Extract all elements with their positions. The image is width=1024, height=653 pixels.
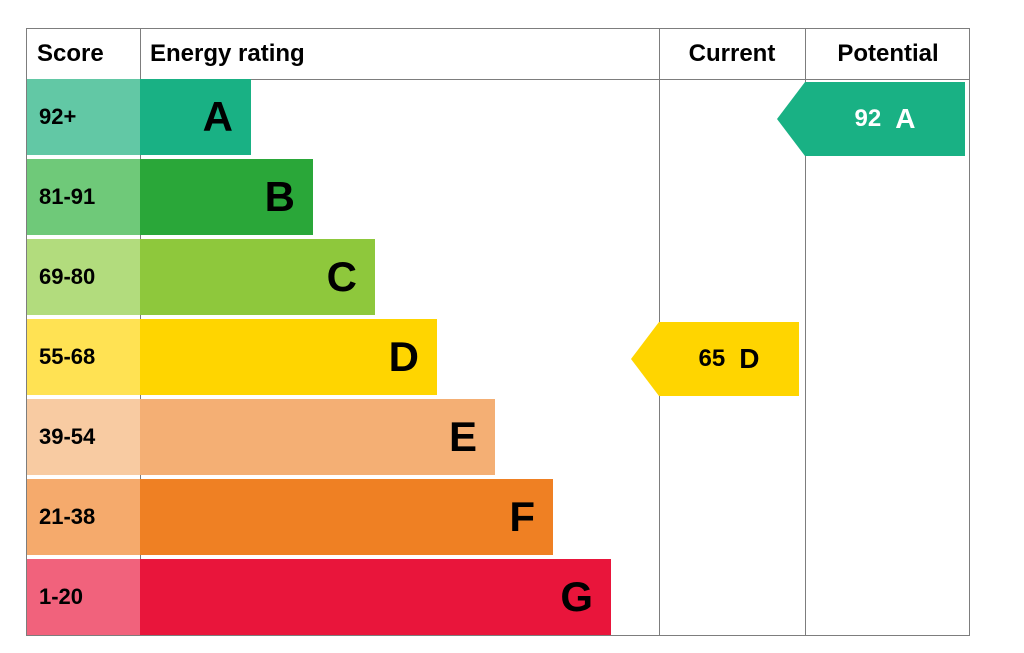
score-range-label: 81-91: [39, 184, 95, 210]
score-range-e: 39-54: [27, 399, 140, 475]
score-range-a: 92+: [27, 79, 140, 155]
rating-letter: G: [560, 573, 593, 621]
header-energy-rating: Energy rating: [140, 29, 659, 79]
header-score: Score: [27, 29, 140, 79]
score-range-label: 21-38: [39, 504, 95, 530]
arrow-left-icon: [777, 82, 805, 156]
score-range-label: 1-20: [39, 584, 83, 610]
score-range-label: 69-80: [39, 264, 95, 290]
score-range-label: 92+: [39, 104, 76, 130]
header-current: Current: [659, 29, 805, 79]
current-rating-tag: 65 D: [631, 322, 799, 396]
rating-letter: A: [203, 93, 233, 141]
header-potential: Potential: [805, 29, 971, 79]
arrow-left-icon: [631, 322, 659, 396]
score-range-f: 21-38: [27, 479, 140, 555]
score-range-c: 69-80: [27, 239, 140, 315]
rating-letter: B: [265, 173, 295, 221]
current-rating-body: 65 D: [659, 322, 799, 396]
rating-letter: C: [327, 253, 357, 301]
potential-value: 92: [855, 105, 882, 133]
score-range-label: 55-68: [39, 344, 95, 370]
current-value: 65: [699, 345, 726, 373]
score-range-b: 81-91: [27, 159, 140, 235]
score-range-g: 1-20: [27, 559, 140, 635]
epc-chart: Score Energy rating Current Potential A9…: [0, 0, 1024, 653]
potential-rating-body: 92 A: [805, 82, 965, 156]
potential-letter: A: [895, 103, 915, 135]
epc-chart-inner: Score Energy rating Current Potential A9…: [26, 28, 970, 636]
rating-letter: D: [389, 333, 419, 381]
rating-letter: F: [509, 493, 535, 541]
potential-rating-tag: 92 A: [777, 82, 965, 156]
rating-letter: E: [449, 413, 477, 461]
score-range-label: 39-54: [39, 424, 95, 450]
current-letter: D: [739, 343, 759, 375]
score-range-d: 55-68: [27, 319, 140, 395]
